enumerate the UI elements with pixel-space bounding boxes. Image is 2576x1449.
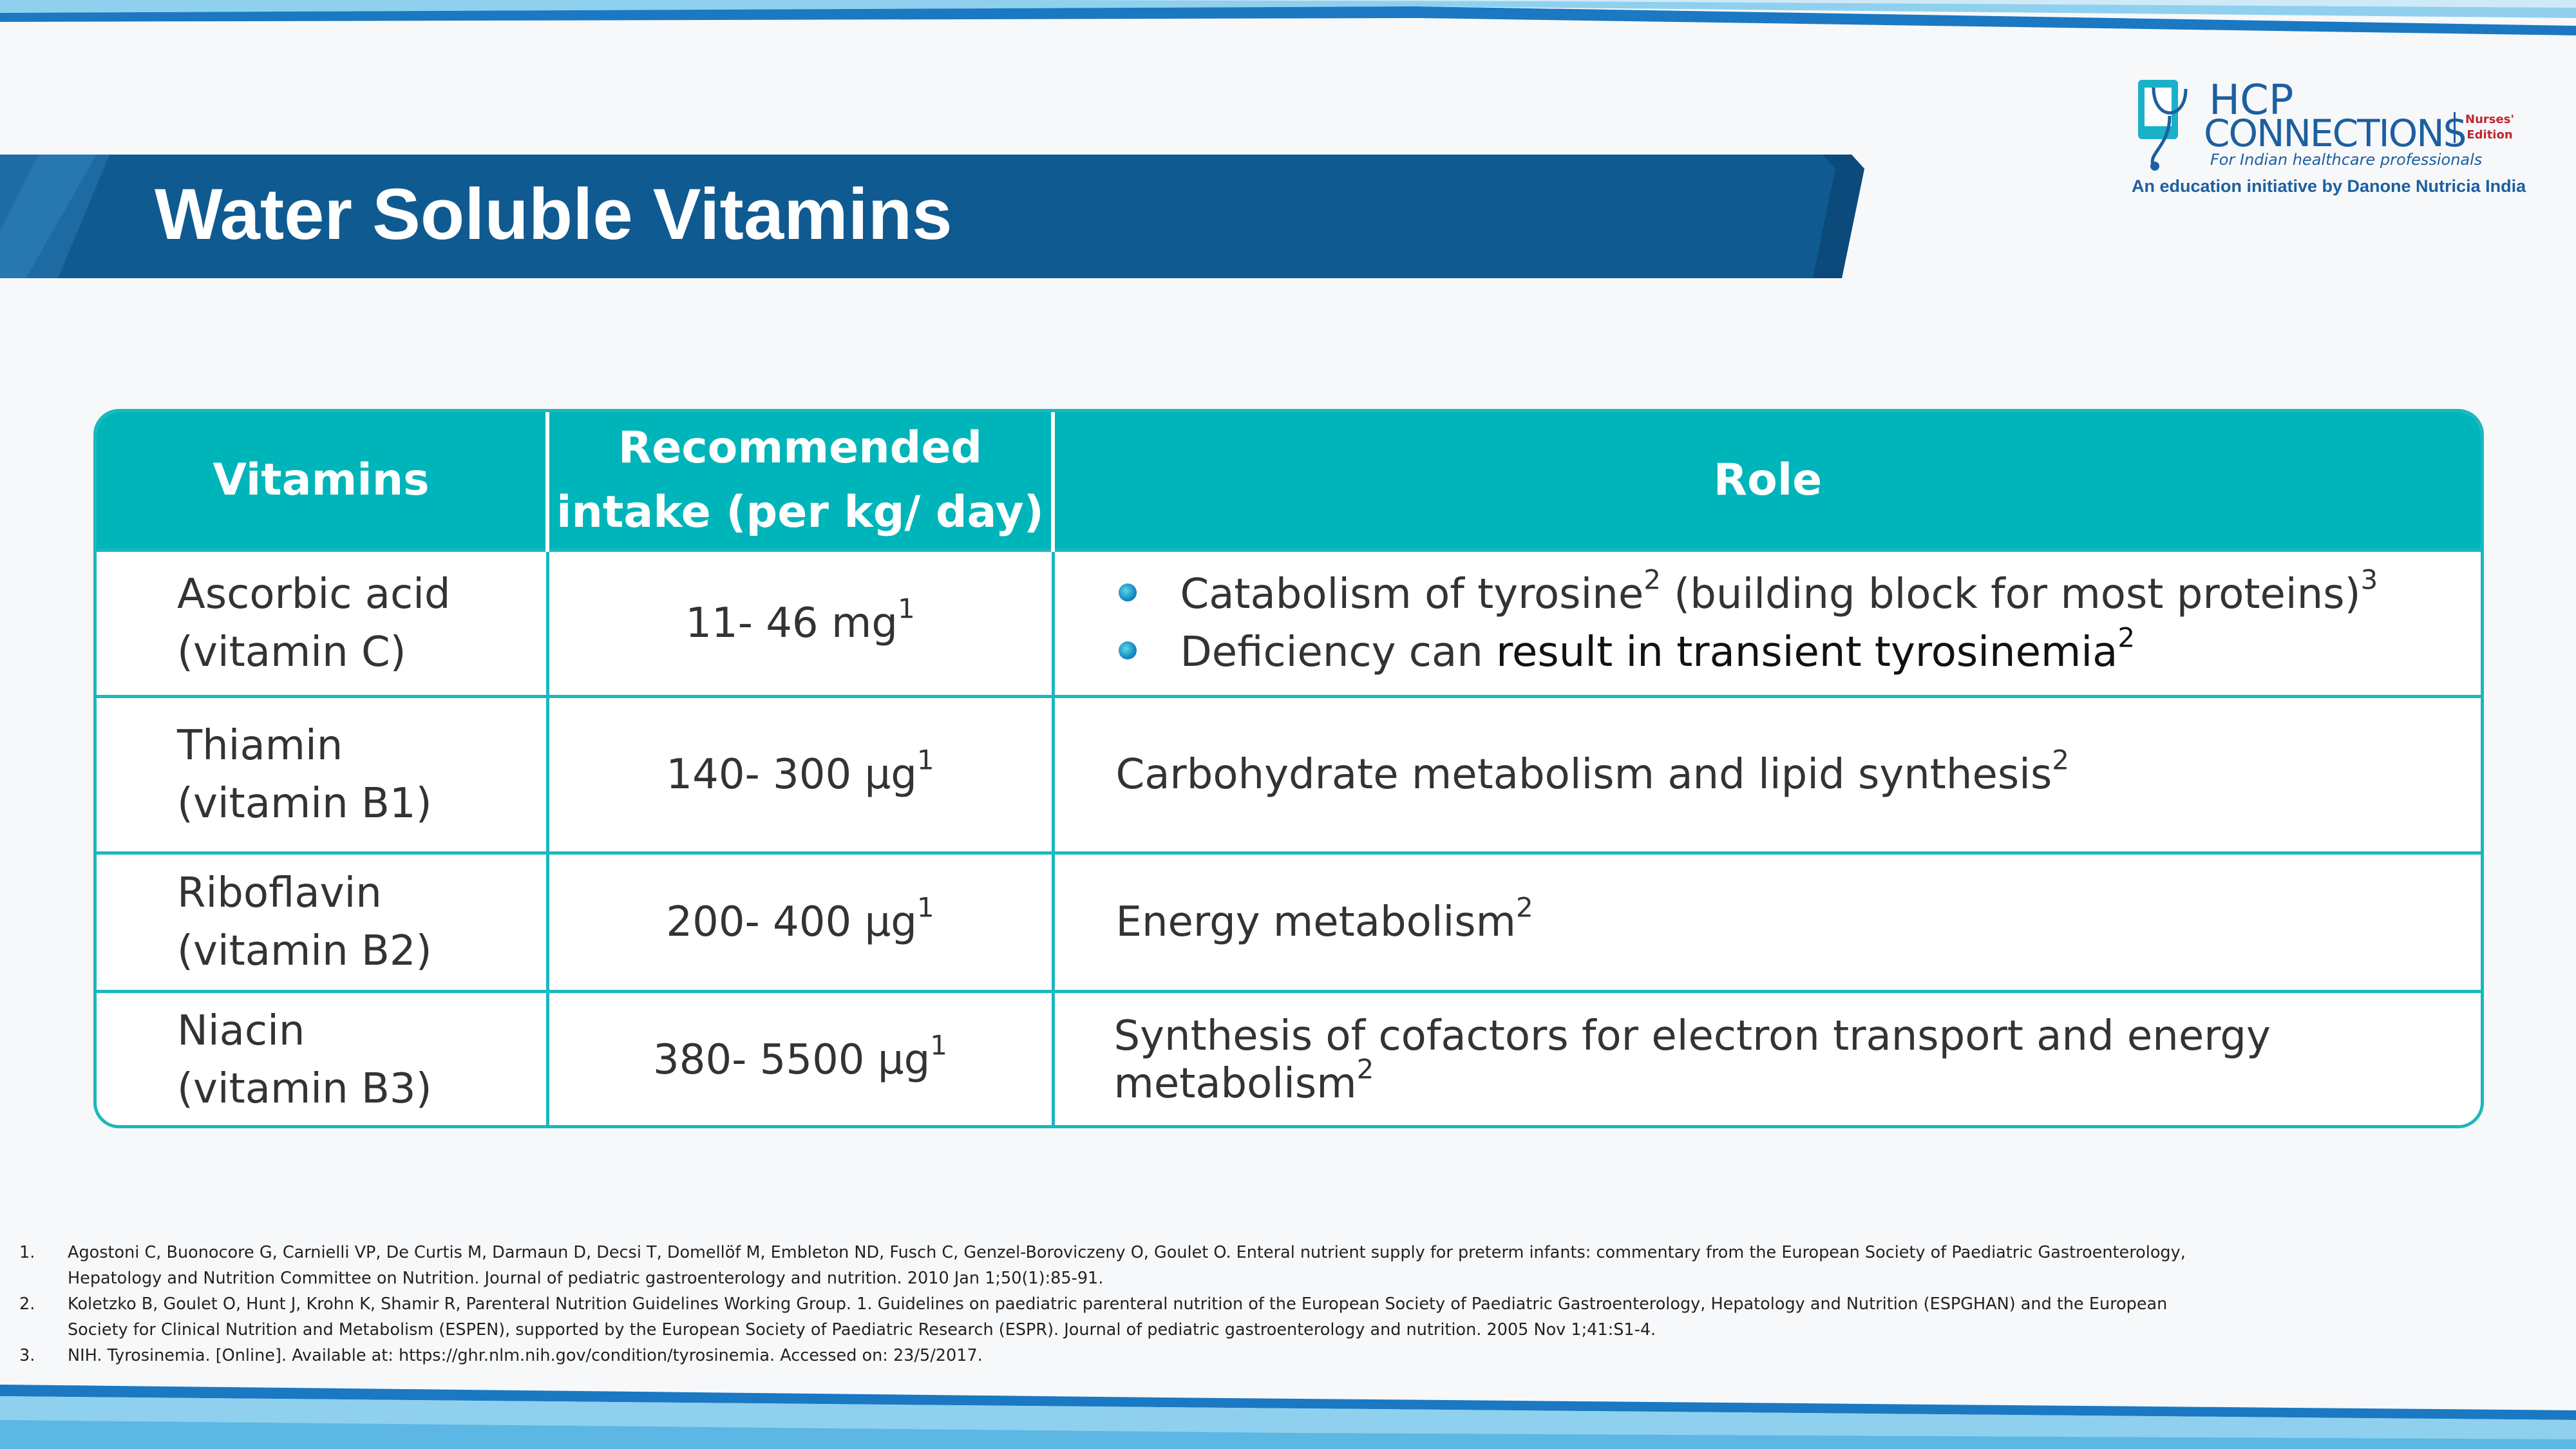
role-ref: 2 bbox=[2117, 621, 2136, 654]
slide-title: Water Soluble Vitamins bbox=[155, 173, 952, 254]
role-ref: 2 bbox=[2052, 744, 2070, 776]
vitamins-table-grid: Vitamins Recommended intake (per kg/ day… bbox=[97, 412, 2481, 1125]
table-row: Thiamin (vitamin B1) 140- 300 µg1 Carboh… bbox=[97, 695, 2481, 853]
reference-line: Hepatology and Nutrition Committee on Nu… bbox=[68, 1269, 1104, 1288]
reference-item: 2. Koletzko B, Goulet O, Hunt J, Krohn K… bbox=[19, 1291, 2402, 1343]
vitamin-name: Ascorbic acid bbox=[177, 571, 451, 618]
role-bullet: Catabolism of tyrosine2 (building block … bbox=[1116, 565, 2481, 623]
header-role: Role bbox=[1053, 412, 2481, 551]
role-cell: Synthesis of cofactors for electron tran… bbox=[1053, 990, 2481, 1125]
reference-number: 1. bbox=[19, 1243, 35, 1262]
role-cell: Catabolism of tyrosine2 (building block … bbox=[1053, 549, 2481, 697]
vitamin-alias: (vitamin B2) bbox=[177, 927, 432, 975]
role-text: Synthesis of cofactors for electron tran… bbox=[1113, 1012, 2271, 1108]
intake-value: 200- 400 µg bbox=[666, 898, 917, 946]
intake-cell: 380- 5500 µg1 bbox=[547, 990, 1055, 1125]
vitamin-alias: (vitamin B3) bbox=[177, 1065, 432, 1113]
role-cell: Carbohydrate metabolism and lipid synthe… bbox=[1053, 695, 2481, 853]
vitamin-name: Thiamin bbox=[177, 722, 343, 770]
references: 1. Agostoni C, Buonocore G, Carnielli VP… bbox=[19, 1240, 2402, 1368]
stethoscope-icon bbox=[2138, 80, 2188, 171]
top-stripe-light bbox=[0, 0, 2576, 18]
vitamin-name-cell: Ascorbic acid (vitamin C) bbox=[97, 549, 549, 697]
intake-cell: 11- 46 mg1 bbox=[547, 549, 1055, 697]
role-text: Deficiency can bbox=[1180, 629, 1497, 676]
reference-line: Agostoni C, Buonocore G, Carnielli VP, D… bbox=[68, 1243, 2186, 1262]
top-stripe-dark bbox=[0, 6, 2576, 35]
role-text-cont: (building block for most proteins) bbox=[1660, 571, 2361, 618]
header-vitamins: Vitamins bbox=[97, 412, 549, 551]
header-intake-line2: intake (per kg/ day) bbox=[556, 487, 1044, 538]
intake-value: 11- 46 mg bbox=[685, 600, 898, 647]
vitamin-alias: (vitamin B1) bbox=[177, 780, 432, 828]
vitamin-name: Riboflavin bbox=[177, 869, 382, 917]
role-ref: 2 bbox=[1515, 891, 1533, 923]
vitamin-alias: (vitamin C) bbox=[177, 629, 406, 676]
table-row: Niacin (vitamin B3) 380- 5500 µg1 Synthe… bbox=[97, 990, 2481, 1125]
table-row: Riboflavin (vitamin B2) 200- 400 µg1 Ene… bbox=[97, 851, 2481, 992]
role-bullet-list: Catabolism of tyrosine2 (building block … bbox=[1116, 565, 2481, 681]
header-intake: Recommended intake (per kg/ day) bbox=[547, 412, 1055, 551]
role-text: Carbohydrate metabolism and lipid synthe… bbox=[1115, 751, 2052, 799]
role-ref: 3 bbox=[2360, 564, 2378, 596]
vitamin-name-cell: Niacin (vitamin B3) bbox=[97, 990, 549, 1125]
role-text: Energy metabolism bbox=[1115, 898, 1516, 946]
bullet-dot-icon bbox=[1118, 583, 1137, 601]
role-cell: Energy metabolism2 bbox=[1053, 851, 2481, 992]
logo-connections-text: CONNECTIONS bbox=[2204, 111, 2467, 155]
role-text-emphasis: result in transient tyrosinemia bbox=[1496, 629, 2118, 676]
intake-ref: 1 bbox=[916, 891, 934, 923]
vitamins-table: Vitamins Recommended intake (per kg/ day… bbox=[93, 409, 2484, 1128]
reference-line: Society for Clinical Nutrition and Metab… bbox=[68, 1320, 1656, 1340]
reference-number: 2. bbox=[19, 1294, 35, 1314]
logo-hcp-text: HCP bbox=[2209, 77, 2294, 124]
reference-number: 3. bbox=[19, 1346, 35, 1365]
role-text: Catabolism of tyrosine bbox=[1180, 571, 1644, 618]
intake-value: 140- 300 µg bbox=[666, 751, 917, 799]
logo-edition-line1: Nurses' bbox=[2465, 113, 2514, 126]
logo-edition-line2: Edition bbox=[2467, 128, 2513, 142]
intake-cell: 200- 400 µg1 bbox=[547, 851, 1055, 992]
hcp-connections-logo: HCP CONNECTIONS Nurses' Edition For Indi… bbox=[2125, 76, 2537, 205]
table-row: Ascorbic acid (vitamin C) 11- 46 mg1 Cat… bbox=[97, 549, 2481, 697]
bullet-dot-icon bbox=[1118, 641, 1137, 659]
vitamin-name-cell: Thiamin (vitamin B1) bbox=[97, 695, 549, 853]
table-header-row: Vitamins Recommended intake (per kg/ day… bbox=[97, 412, 2481, 551]
intake-ref: 1 bbox=[897, 592, 915, 625]
logo-tagline: For Indian healthcare professionals bbox=[2210, 151, 2483, 169]
reference-item: 3. NIH. Tyrosinemia. [Online]. Available… bbox=[19, 1343, 2402, 1368]
title-banner bbox=[0, 155, 1864, 278]
logo-edition-badge: Nurses' Edition bbox=[2454, 112, 2519, 143]
logo-subtitle: An education initiative by Danone Nutric… bbox=[2132, 176, 2526, 196]
intake-ref: 1 bbox=[930, 1029, 947, 1061]
role-bullet: Deficiency can result in transient tyros… bbox=[1116, 623, 2481, 681]
vitamin-name: Niacin bbox=[177, 1007, 305, 1055]
bottom-stripe-dark bbox=[0, 1385, 2576, 1420]
reference-line: NIH. Tyrosinemia. [Online]. Available at… bbox=[68, 1346, 983, 1365]
intake-ref: 1 bbox=[916, 744, 934, 776]
vitamin-name-cell: Riboflavin (vitamin B2) bbox=[97, 851, 549, 992]
reference-line: Koletzko B, Goulet O, Hunt J, Krohn K, S… bbox=[68, 1294, 2168, 1314]
role-ref: 2 bbox=[1356, 1053, 1374, 1085]
intake-value: 380- 5500 µg bbox=[653, 1036, 931, 1084]
header-intake-line1: Recommended bbox=[618, 422, 983, 473]
reference-item: 1. Agostoni C, Buonocore G, Carnielli VP… bbox=[19, 1240, 2402, 1291]
role-ref: 2 bbox=[1643, 564, 1661, 596]
intake-cell: 140- 300 µg1 bbox=[547, 695, 1055, 853]
